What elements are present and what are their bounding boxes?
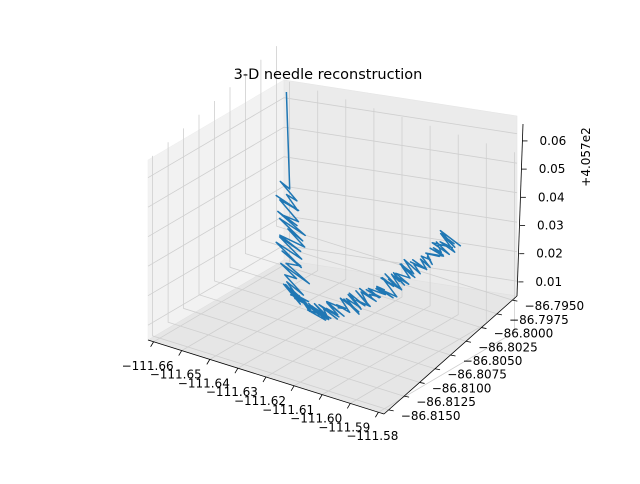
- axis-lines: [147, 123, 528, 418]
- x-tick-label: −111.64: [178, 376, 230, 390]
- y-grid-line: [244, 73, 482, 328]
- y-tick-label: −86.8075: [447, 368, 507, 382]
- y-grid-line: [183, 128, 420, 383]
- x-tick-label: −111.58: [346, 429, 398, 443]
- y-tick-mark: [481, 327, 487, 329]
- y-grid-line: [229, 87, 467, 342]
- x-grid-line: [153, 81, 291, 343]
- x-grid-line: [181, 90, 319, 351]
- x-grid-line: [378, 152, 515, 413]
- x-grid-line: [209, 99, 347, 360]
- y-grid-line: [167, 142, 405, 397]
- y-grid-line: [214, 101, 451, 356]
- x-tick-label: −111.65: [150, 368, 202, 382]
- x-tick-mark: [375, 412, 379, 418]
- x-grid-line: [321, 134, 459, 395]
- y-tick-mark: [496, 313, 502, 316]
- y-tick-mark: [465, 340, 472, 343]
- x-tick-mark: [150, 341, 154, 347]
- y-tick-label: −86.8125: [416, 395, 476, 409]
- z-tick-label: 0.04: [538, 190, 565, 204]
- x-grid-line: [237, 108, 375, 369]
- z-tick-label: 0.01: [535, 275, 562, 289]
- x-tick-label: −111.66: [122, 359, 174, 373]
- y-grid-line: [260, 59, 498, 315]
- z-tick-label: 0.03: [537, 219, 564, 233]
- x-tick-label: −111.59: [318, 420, 370, 434]
- x-tick-label: −111.62: [234, 394, 286, 408]
- z-tick-label: 0.05: [539, 162, 566, 176]
- y-tick-label: −86.8050: [463, 354, 523, 368]
- z-grid-line: [147, 126, 518, 208]
- y-tick-mark: [434, 368, 441, 371]
- z-grid-line: [147, 244, 518, 326]
- x-tick-mark: [318, 394, 323, 400]
- y-tick-mark: [404, 395, 410, 398]
- axis-panes: [147, 79, 518, 415]
- x-grid-line: [293, 125, 431, 387]
- z-tick-label: 0.06: [540, 134, 567, 148]
- y-tick-mark: [450, 354, 456, 357]
- grid-lines: [147, 46, 518, 413]
- y-tick-mark: [388, 409, 394, 412]
- x-tick-label: −111.63: [206, 385, 258, 399]
- y-tick-label: −86.8100: [432, 381, 492, 395]
- z-grid-line: [147, 97, 518, 179]
- z-offset-label: +4.057e2: [579, 127, 593, 186]
- z-tick-label: 0.02: [536, 247, 563, 261]
- x-tick-label: −111.61: [262, 403, 314, 417]
- tick-labels: −111.66−111.65−111.64−111.63−111.62−111.…: [122, 134, 585, 443]
- y-grid-line: [198, 114, 436, 370]
- y-grid-line: [275, 46, 513, 301]
- y-tick-mark: [512, 299, 518, 302]
- y-tick-label: −86.7975: [509, 313, 569, 327]
- needle-series-line: [275, 91, 462, 321]
- x-tick-mark: [178, 350, 183, 356]
- series-group: [275, 91, 462, 321]
- y-tick-label: −86.8150: [401, 409, 461, 423]
- z-grid-line: [147, 156, 518, 238]
- chart-title: 3-D needle reconstruction: [234, 67, 423, 83]
- x-tick-mark: [234, 367, 239, 374]
- y-tick-label: −86.8025: [478, 340, 538, 354]
- y-grid-line: [152, 155, 389, 411]
- x-grid-line: [265, 117, 403, 378]
- x-tick-mark: [290, 385, 295, 392]
- y-tick-mark: [419, 382, 425, 384]
- x-tick-label: −111.60: [290, 412, 342, 426]
- x-tick-mark: [262, 376, 267, 383]
- y-tick-label: −86.8000: [494, 327, 554, 341]
- x-tick-mark: [346, 403, 351, 409]
- y-tick-label: −86.7950: [525, 299, 585, 313]
- x-tick-mark: [206, 359, 211, 365]
- z-axis-line: [516, 123, 524, 297]
